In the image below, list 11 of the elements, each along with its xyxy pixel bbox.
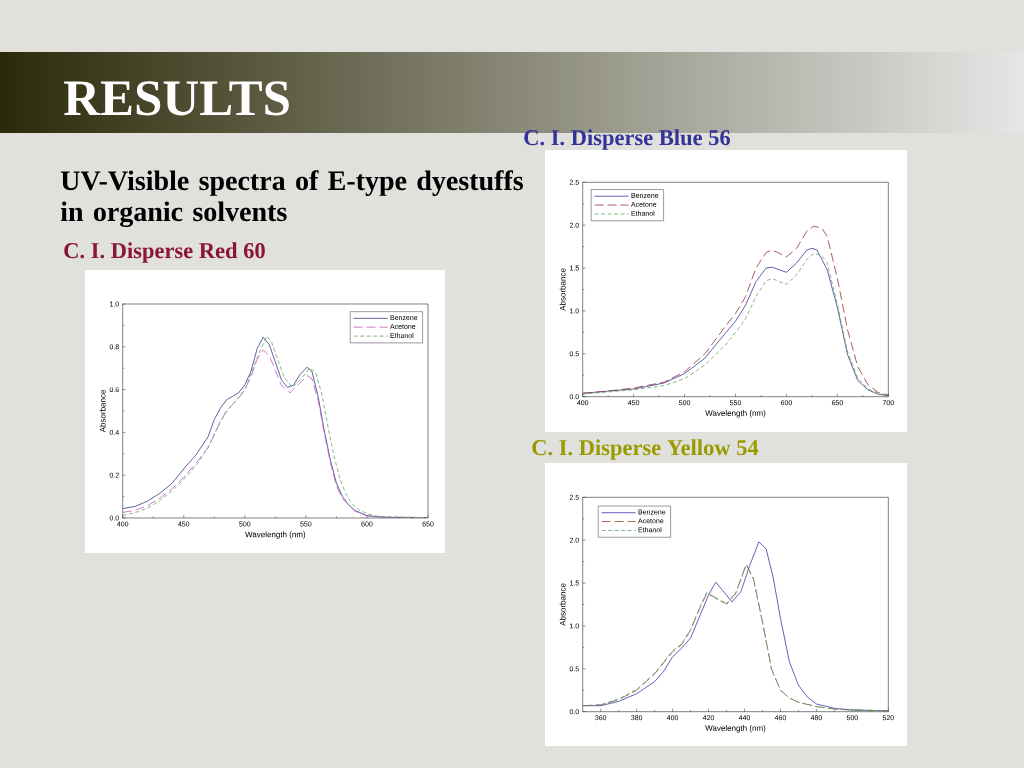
x-axis-title: Wavelength (nm)	[705, 410, 766, 418]
y-axis-title: Absorbance	[559, 583, 566, 626]
x-axis-title: Wavelength (nm)	[705, 725, 766, 733]
chart-title: C. I. Disperse Blue 56	[524, 129, 731, 150]
y-axis-title: Absorbance	[559, 268, 566, 311]
text: UV-Visible spectra of E-type dyestuffs in organic solvents	[60, 170, 523, 228]
x-axis-title: Wavelength (nm)	[245, 531, 306, 539]
chart-title: C. I. Disperse Yellow 54	[532, 439, 759, 460]
y-axis-title: Absorbance	[99, 390, 106, 433]
chart-title: C. I. Disperse Red 60	[64, 242, 265, 263]
text: RESULTS	[64, 81, 289, 116]
